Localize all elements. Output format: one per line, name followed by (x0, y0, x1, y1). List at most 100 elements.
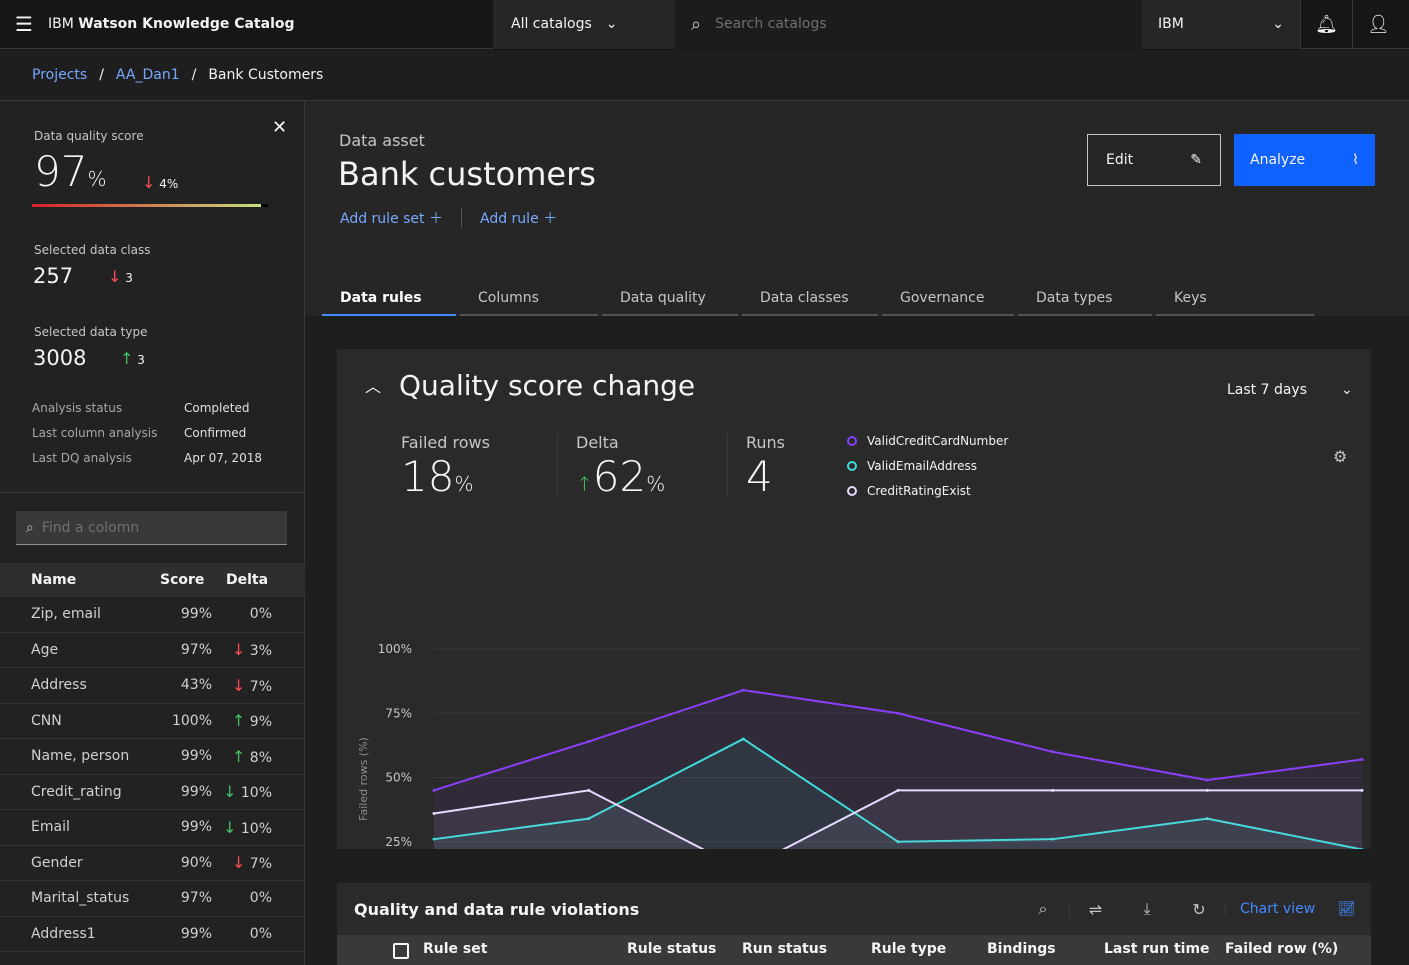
table-row[interactable]: Address43%↓ 7% (0, 668, 305, 704)
arrow-up-icon: ↑ (232, 711, 245, 730)
table-row[interactable]: Marital_status97%0% (0, 881, 305, 917)
arrow-up-icon: ↑ (120, 349, 133, 368)
product-name[interactable]: IBM Watson Knowledge Catalog (48, 16, 493, 32)
select-all-checkbox[interactable] (393, 943, 409, 959)
column-header[interactable]: Failed row (%) (1225, 941, 1338, 957)
tab-governance[interactable]: Governance (882, 281, 1014, 316)
plus-icon: ＋ (429, 211, 443, 227)
analyze-button[interactable]: Analyze⌇ (1234, 134, 1375, 186)
chevron-down-icon: ⌄ (1272, 16, 1284, 32)
page-title: Bank customers (338, 155, 596, 193)
edit-button[interactable]: Edit✎ (1087, 134, 1221, 186)
download-icon[interactable]: ⤓ (1121, 899, 1173, 919)
plus-icon: ＋ (543, 211, 557, 227)
column-header[interactable]: Rule status (627, 941, 716, 957)
data-point[interactable] (1361, 789, 1364, 792)
add-rule-set-link[interactable]: Add rule set ＋ (340, 208, 443, 228)
arrow-down-icon: ↓ (232, 640, 245, 659)
data-point[interactable] (1206, 779, 1209, 782)
chart-icon: 📈︎ (1338, 901, 1356, 917)
table-row[interactable]: Zip, email99%0% (0, 597, 305, 633)
tab-data-classes[interactable]: Data classes (742, 281, 878, 316)
data-point[interactable] (1206, 789, 1209, 792)
data-point[interactable] (742, 689, 745, 692)
tab-data-rules[interactable]: Data rules (322, 281, 456, 316)
column-header[interactable]: Run status (742, 941, 827, 957)
y-axis-label: Failed rows (%) (357, 737, 370, 821)
table-row[interactable]: Name, person99%↑ 8% (0, 739, 305, 775)
breadcrumb: Projects/ AA_Dan1/ Bank Customers (0, 50, 1409, 101)
table-row[interactable]: Address199%0% (0, 917, 305, 953)
column-header[interactable]: Last run time (1104, 941, 1210, 957)
table-row[interactable]: Age97%↓ 3% (0, 633, 305, 669)
search-catalogs[interactable]: ⌕ Search catalogs (675, 0, 1142, 49)
tab-data-quality[interactable]: Data quality (602, 281, 738, 316)
column-header[interactable]: Rule type (871, 941, 946, 957)
table-header: NameScoreDelta (0, 563, 305, 597)
user-icon[interactable]: 👤︎ (1352, 0, 1404, 49)
data-point[interactable] (897, 712, 900, 715)
arrow-down-icon: ↓ (232, 676, 245, 695)
data-point[interactable] (433, 812, 436, 815)
asset-kicker: Data asset (339, 131, 425, 150)
dq-progress-bar (32, 204, 268, 207)
table-row[interactable]: CNN100%↑ 9% (0, 704, 305, 740)
close-icon[interactable]: ✕ (272, 117, 287, 138)
add-rule-link[interactable]: Add rule ＋ (480, 208, 557, 228)
main-content: Data asset Bank customers Add rule set ＋… (305, 101, 1409, 965)
find-column-input[interactable]: ⌕Find a colomn (16, 511, 287, 545)
violations-panel: Quality and data rule violations ⌕ ⇌ ⤓ ↻… (337, 883, 1371, 965)
chart-view-link[interactable]: Chart view 📈︎ (1225, 901, 1355, 917)
column-header[interactable]: Bindings (987, 941, 1056, 957)
filter-settings-icon[interactable]: ⇌ (1069, 900, 1121, 919)
type-label: Selected data type (34, 325, 147, 339)
table-row[interactable]: Credit_rating99%↓ 10% (0, 775, 305, 811)
data-point[interactable] (587, 789, 590, 792)
info-row: Analysis statusCompleted (32, 401, 262, 426)
table-row[interactable]: Gender90%↓ 7% (0, 846, 305, 882)
tab-list: Data rulesColumnsData qualityData classe… (322, 281, 1318, 316)
dq-label: Data quality score (34, 129, 144, 143)
breadcrumb-project[interactable]: AA_Dan1 (116, 67, 180, 83)
breadcrumb-projects[interactable]: Projects (32, 67, 87, 83)
quality-score-panel: ︿ Quality score change Last 7 days⌄ ⚙ Fa… (337, 349, 1371, 849)
search-icon[interactable]: ⌕ (1017, 899, 1069, 919)
tab-data-types[interactable]: Data types (1018, 281, 1152, 316)
refresh-icon[interactable]: ↻ (1173, 900, 1225, 919)
data-point[interactable] (742, 737, 745, 740)
data-point[interactable] (433, 789, 436, 792)
y-tick-label: 25% (385, 835, 412, 849)
org-select[interactable]: IBM⌄ (1142, 0, 1300, 49)
y-tick-label: 75% (385, 706, 412, 720)
info-row: Last column analysisConfirmed (32, 426, 262, 451)
data-point[interactable] (1051, 789, 1054, 792)
data-point[interactable] (1361, 758, 1364, 761)
table-row[interactable]: Email99%↓ 10% (0, 810, 305, 846)
search-icon: ⌕ (691, 14, 701, 35)
info-row: Last DQ analysisApr 07, 2018 (32, 451, 262, 476)
catalog-select[interactable]: All catalogs⌄ (493, 0, 675, 49)
tab-columns[interactable]: Columns (460, 281, 598, 316)
data-point[interactable] (1051, 750, 1054, 753)
type-delta: ↑ 3 (120, 349, 145, 368)
dq-score: 97% (34, 147, 106, 196)
series-area (434, 790, 1362, 849)
tab-keys[interactable]: Keys (1156, 281, 1314, 316)
violations-title: Quality and data rule violations (354, 900, 639, 919)
notification-bell-icon[interactable]: 🔔︎ (1300, 0, 1352, 49)
data-point[interactable] (897, 789, 900, 792)
line-chart: 025%50%75%100%Feb 1Feb 3Feb 5Feb 7Failed… (337, 349, 1371, 849)
top-nav: ☰ IBM Watson Knowledge Catalog All catal… (0, 0, 1409, 49)
violations-table-header: Rule set Rule status Run status Rule type Bi… (337, 935, 1371, 965)
y-tick-label: 100% (378, 642, 412, 656)
chevron-down-icon: ⌄ (606, 16, 618, 32)
data-point[interactable] (587, 740, 590, 743)
search-input[interactable]: Search catalogs (715, 16, 827, 32)
column-table: NameScoreDelta Zip, email99%0%Age97%↓ 3%… (0, 563, 305, 952)
type-value: 3008 (33, 346, 86, 370)
hamburger-menu-icon[interactable]: ☰ (0, 12, 48, 36)
arrow-down-icon: ↓ (108, 267, 121, 286)
class-delta: ↓ 3 (108, 267, 133, 286)
arrow-down-icon: ↓ (232, 853, 245, 872)
column-header[interactable]: Rule set (423, 941, 487, 957)
